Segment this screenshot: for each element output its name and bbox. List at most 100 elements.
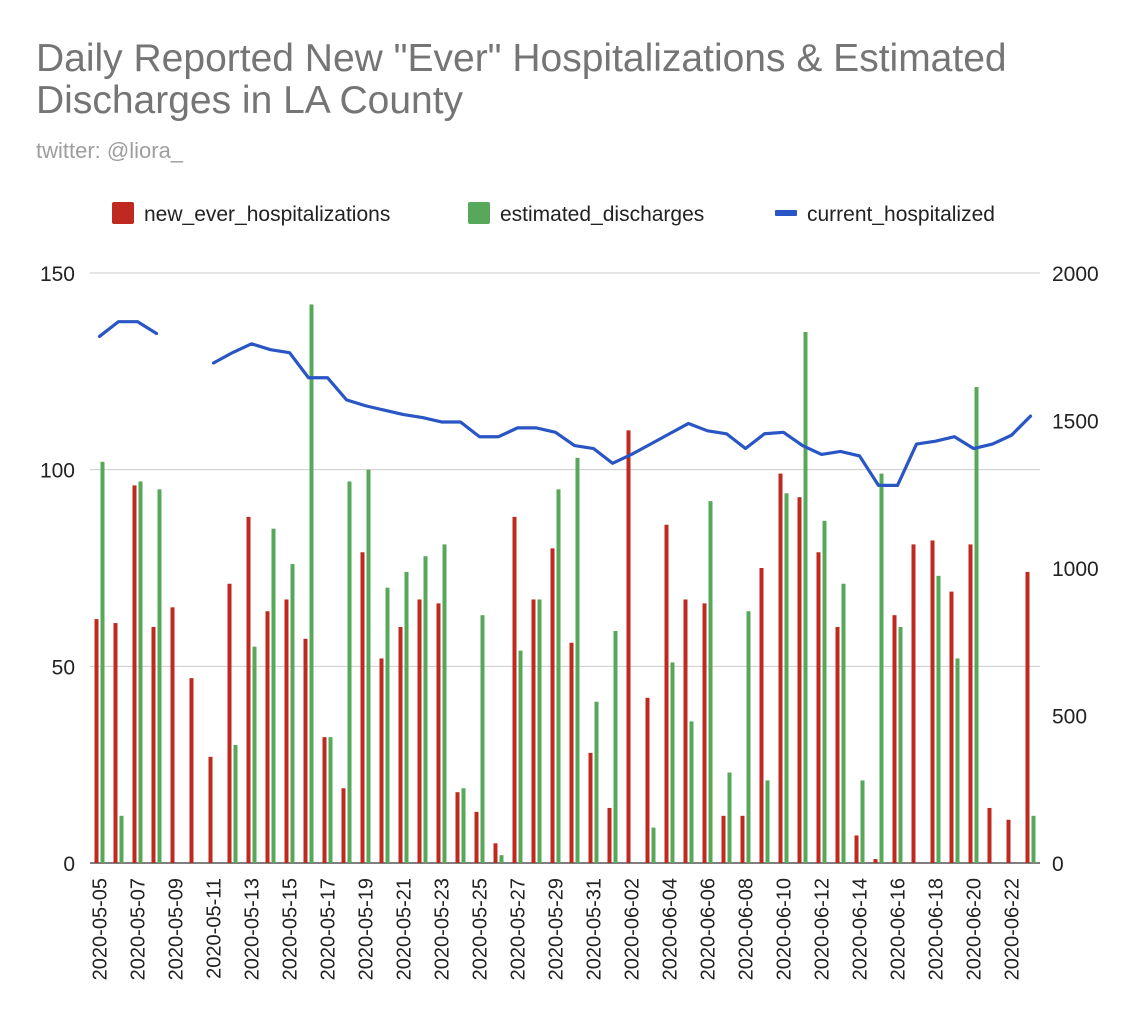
bar-new-ever-hospitalizations (816, 552, 821, 863)
bar-estimated-discharges (822, 520, 827, 863)
y-right-tick-label: 0 (1052, 853, 1064, 876)
bar-estimated-discharges (233, 745, 238, 863)
bar-estimated-discharges (556, 489, 561, 863)
x-tick-label: 2020-05-17 (318, 878, 340, 980)
bar-estimated-discharges (347, 481, 352, 863)
x-tick-label: 2020-06-20 (964, 878, 986, 980)
bar-new-ever-hospitalizations (360, 552, 365, 863)
bar-new-ever-hospitalizations (987, 807, 992, 863)
x-tick-label: 2020-05-31 (584, 878, 606, 980)
bar-new-ever-hospitalizations (170, 607, 175, 863)
bar-new-ever-hospitalizations (892, 615, 897, 863)
bar-new-ever-hospitalizations (740, 815, 745, 863)
bar-estimated-discharges (423, 556, 428, 863)
x-tick-label: 2020-06-08 (736, 878, 758, 980)
x-tick-label: 2020-05-15 (280, 878, 302, 980)
bar-new-ever-hospitalizations (550, 548, 555, 863)
bar-estimated-discharges (689, 721, 694, 863)
bar-estimated-discharges (594, 701, 599, 863)
bar-estimated-discharges (575, 457, 580, 863)
bar-estimated-discharges (309, 304, 314, 863)
y-right-tick-label: 1500 (1052, 411, 1099, 434)
bar-estimated-discharges (1031, 815, 1036, 863)
x-tick-label: 2020-06-12 (812, 878, 834, 980)
bar-new-ever-hospitalizations (531, 599, 536, 863)
x-tick-label: 2020-06-02 (622, 878, 644, 980)
bar-new-ever-hospitalizations (398, 627, 403, 863)
bar-new-ever-hospitalizations (436, 603, 441, 863)
y-right-tick-label: 2000 (1052, 263, 1099, 286)
chart-title: Daily Reported New "Ever" Hospitalizatio… (36, 37, 1007, 122)
bar-estimated-discharges (328, 737, 333, 863)
bar-new-ever-hospitalizations (208, 756, 213, 863)
bar-new-ever-hospitalizations (683, 599, 688, 863)
bar-estimated-discharges (670, 662, 675, 863)
x-tick-label: 2020-06-18 (926, 878, 948, 980)
bar-estimated-discharges (651, 827, 656, 863)
bar-estimated-discharges (271, 528, 276, 863)
x-tick-label: 2020-06-04 (660, 878, 682, 980)
bar-estimated-discharges (366, 469, 371, 863)
bar-new-ever-hospitalizations (227, 583, 232, 863)
legend-swatch-current-hospitalized (775, 210, 797, 216)
bar-new-ever-hospitalizations (607, 807, 612, 863)
bar-new-ever-hospitalizations (645, 697, 650, 863)
bar-estimated-discharges (252, 646, 257, 863)
bar-estimated-discharges (898, 627, 903, 863)
gridlines (90, 272, 1040, 864)
bar-estimated-discharges (404, 571, 409, 863)
bar-estimated-discharges (860, 780, 865, 863)
bar-estimated-discharges (480, 615, 485, 863)
bar-estimated-discharges (613, 630, 618, 863)
bar-estimated-discharges (803, 332, 808, 863)
bars (94, 304, 1036, 863)
x-tick-label: 2020-05-11 (204, 878, 226, 979)
bar-estimated-discharges (385, 587, 390, 863)
bar-estimated-discharges (879, 473, 884, 863)
legend-label-new-ever-hospitalizations: new_ever_hospitalizations (144, 203, 390, 226)
bar-new-ever-hospitalizations (721, 815, 726, 863)
x-tick-label: 2020-05-13 (242, 878, 264, 980)
bar-new-ever-hospitalizations (949, 591, 954, 863)
bar-estimated-discharges (157, 489, 162, 863)
bar-new-ever-hospitalizations (512, 516, 517, 863)
bar-new-ever-hospitalizations (341, 788, 346, 863)
bar-new-ever-hospitalizations (569, 642, 574, 863)
bar-new-ever-hospitalizations (322, 737, 327, 863)
bar-new-ever-hospitalizations (379, 658, 384, 863)
bar-new-ever-hospitalizations (759, 568, 764, 863)
legend-label-estimated-discharges: estimated_discharges (500, 203, 704, 226)
bar-new-ever-hospitalizations (132, 485, 137, 863)
bar-new-ever-hospitalizations (1006, 819, 1011, 863)
y-left-tick-label: 100 (40, 460, 75, 483)
bar-estimated-discharges (841, 583, 846, 863)
x-tick-label: 2020-06-14 (850, 878, 872, 980)
line-current-hospitalized (97, 320, 1033, 487)
bar-new-ever-hospitalizations (265, 611, 270, 863)
bar-estimated-discharges (936, 575, 941, 863)
bar-new-ever-hospitalizations (873, 859, 878, 863)
x-tick-label: 2020-06-16 (888, 878, 910, 980)
bar-new-ever-hospitalizations (778, 473, 783, 863)
bar-estimated-discharges (499, 855, 504, 863)
bar-new-ever-hospitalizations (911, 544, 916, 863)
bar-new-ever-hospitalizations (626, 430, 631, 863)
bar-new-ever-hospitalizations (417, 599, 422, 863)
bar-new-ever-hospitalizations (189, 678, 194, 863)
bar-new-ever-hospitalizations (1025, 571, 1030, 863)
bar-new-ever-hospitalizations (474, 811, 479, 863)
bar-estimated-discharges (138, 481, 143, 863)
bar-new-ever-hospitalizations (246, 516, 251, 863)
x-tick-label: 2020-05-07 (128, 878, 150, 980)
chart-subtitle: twitter: @liora_ (36, 138, 184, 163)
x-tick-label: 2020-05-29 (546, 878, 568, 980)
bar-estimated-discharges (119, 815, 124, 863)
bar-new-ever-hospitalizations (284, 599, 289, 863)
bar-new-ever-hospitalizations (113, 623, 118, 863)
x-tick-label: 2020-05-23 (432, 878, 454, 980)
bar-new-ever-hospitalizations (151, 627, 156, 863)
bar-estimated-discharges (461, 788, 466, 863)
bar-new-ever-hospitalizations (588, 752, 593, 863)
